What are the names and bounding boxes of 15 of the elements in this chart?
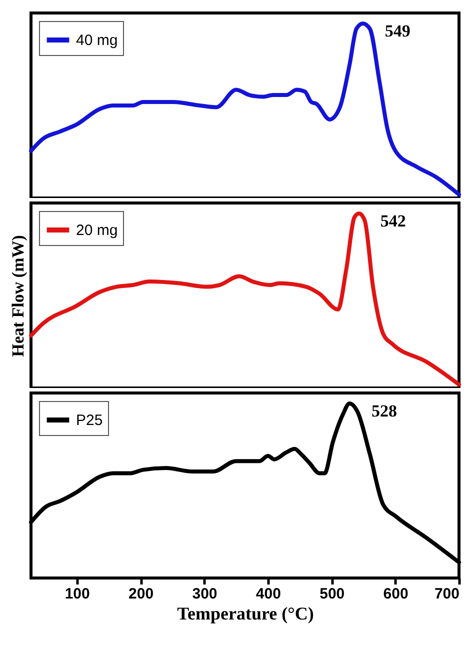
annotation: 542 xyxy=(380,211,406,230)
x-axis-title: Temperature (°C) xyxy=(177,604,314,624)
legend-label: P25 xyxy=(76,412,103,429)
x-tick-label: 500 xyxy=(320,586,345,602)
x-tick-label: 700 xyxy=(434,586,460,602)
x-tick-label: 300 xyxy=(192,586,218,602)
annotation: 528 xyxy=(371,401,397,420)
x-tick-label: 400 xyxy=(256,586,281,602)
y-axis-title: Heat Flow (mW) xyxy=(8,235,28,357)
x-tick-label: 100 xyxy=(64,586,90,602)
legend-label: 20 mg xyxy=(76,222,118,239)
x-tick-label: 600 xyxy=(383,586,408,602)
x-tick-label: 200 xyxy=(128,586,154,602)
annotation: 549 xyxy=(384,21,410,40)
legend-label: 40 mg xyxy=(76,32,118,49)
